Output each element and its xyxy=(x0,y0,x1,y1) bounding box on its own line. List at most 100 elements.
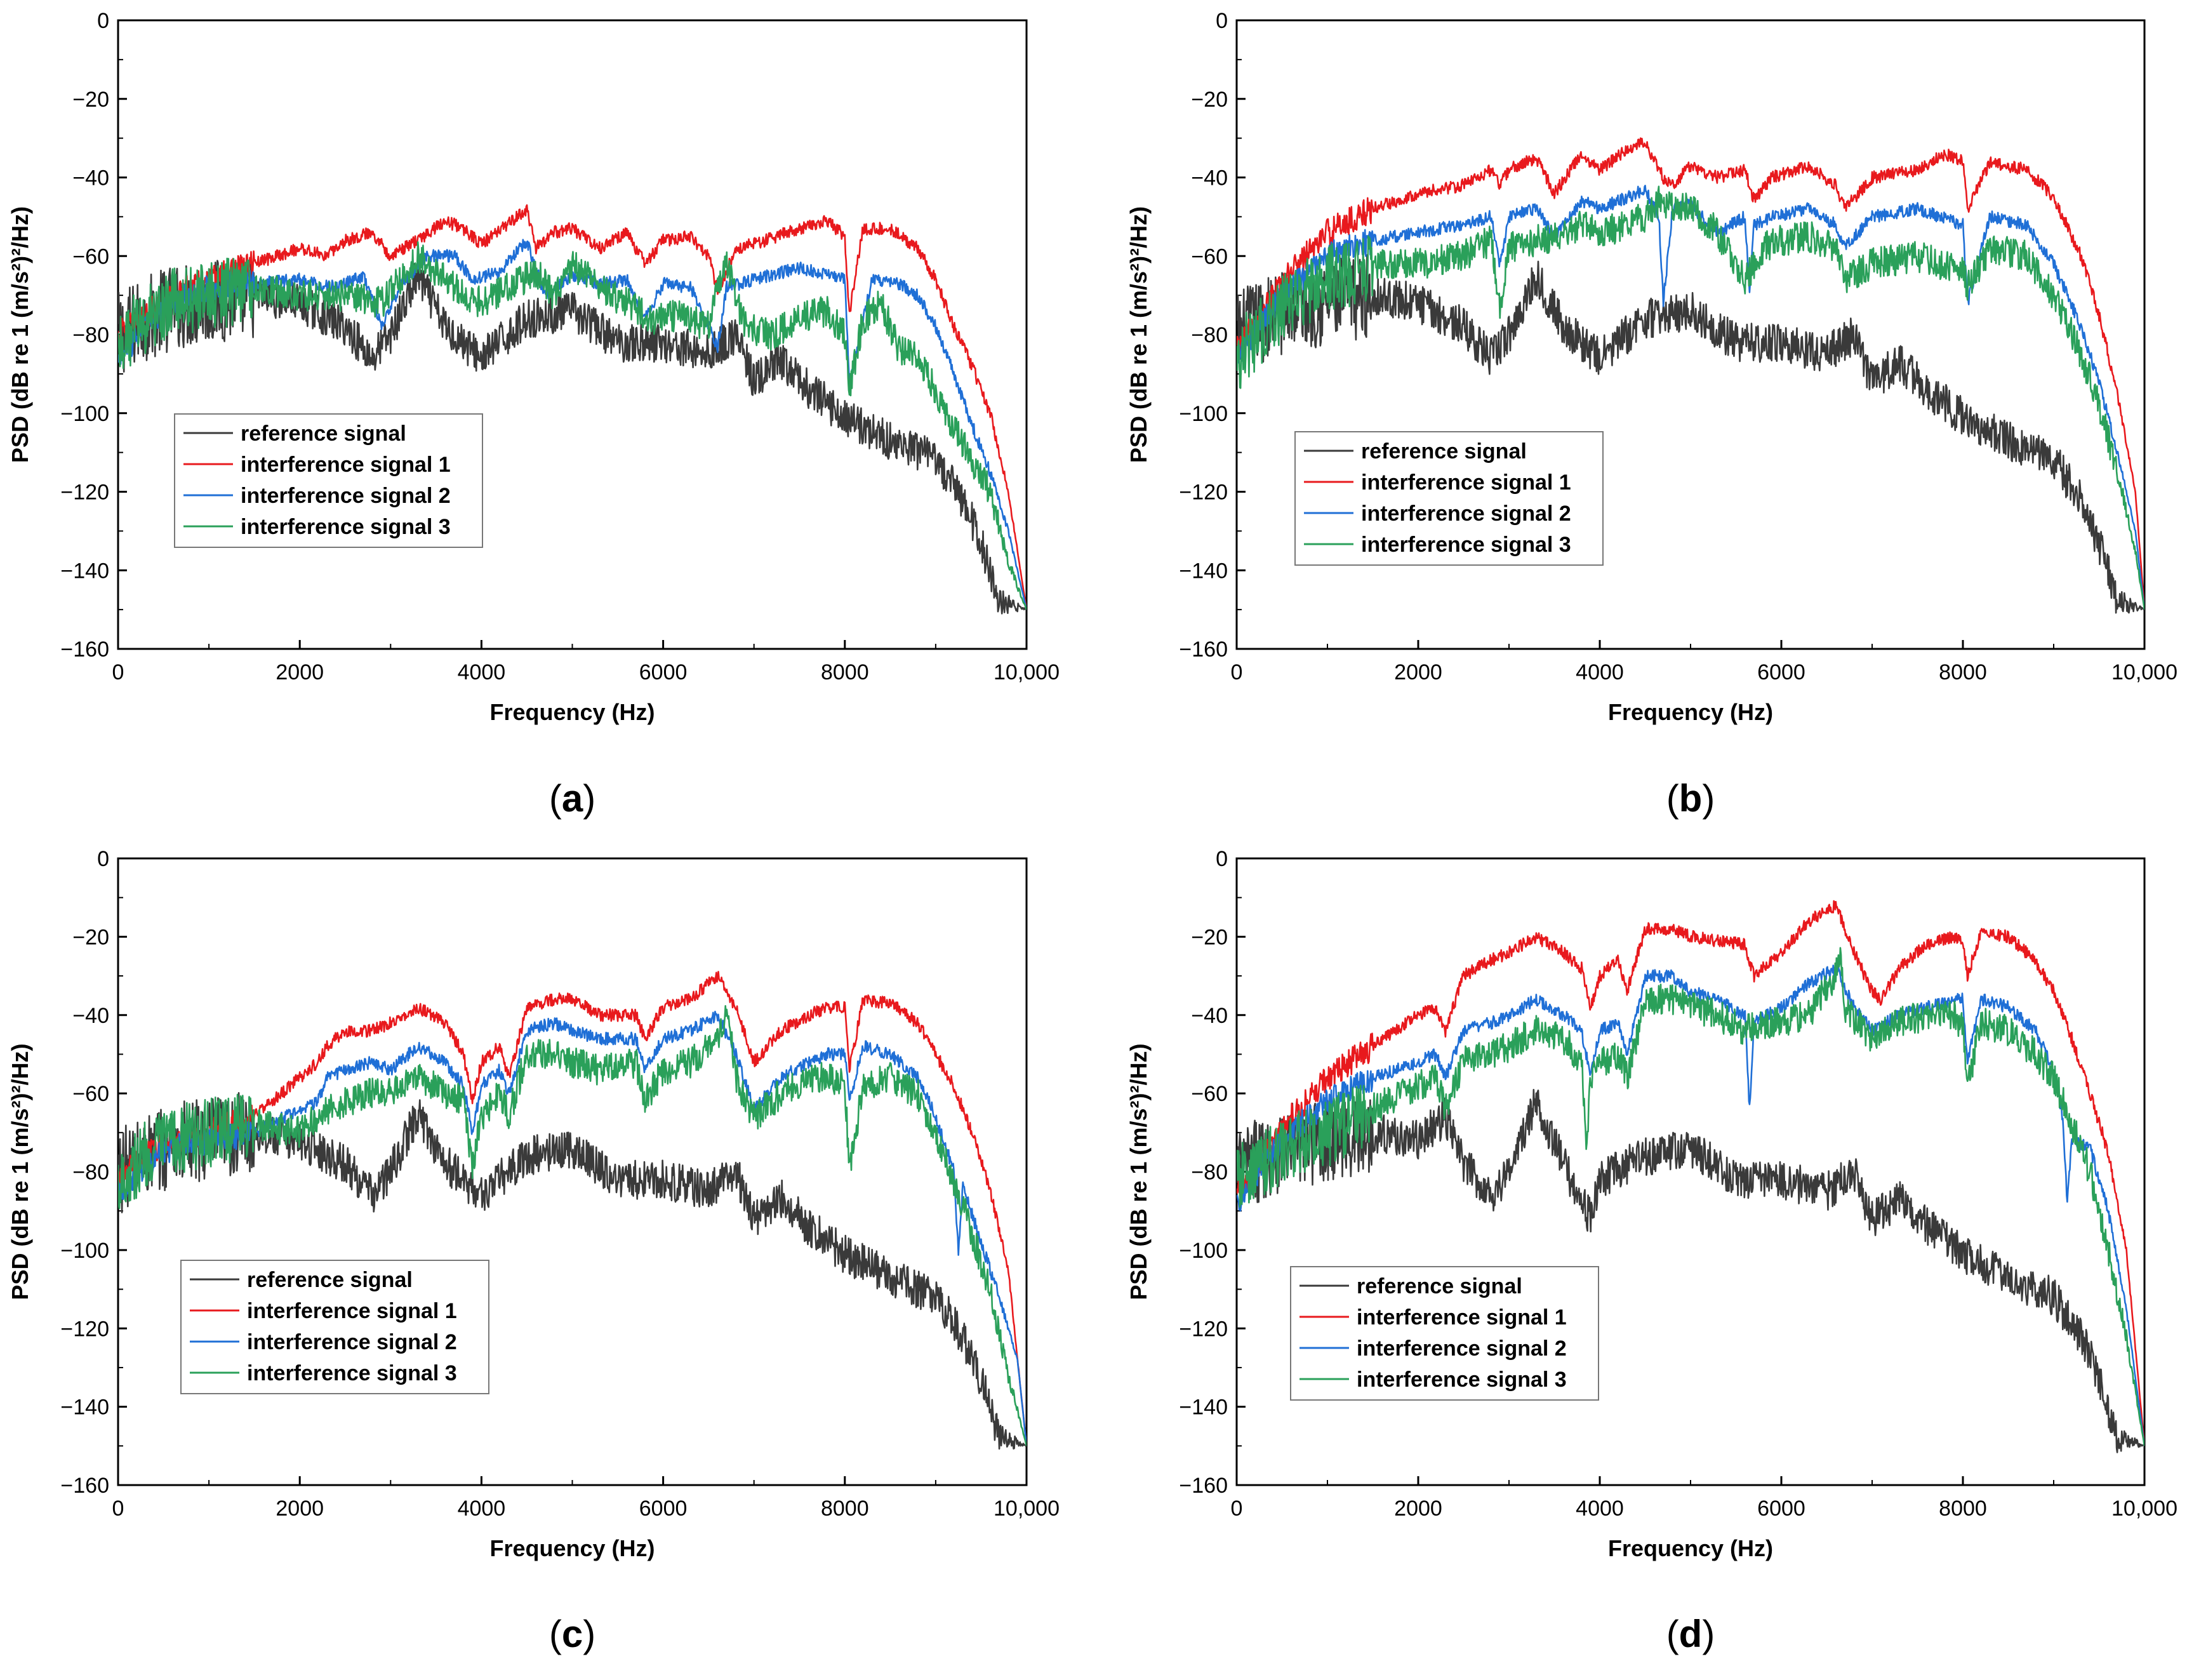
x-tick-label: 2000 xyxy=(1394,1497,1442,1521)
y-tick-label: −60 xyxy=(72,1082,109,1106)
x-tick-label: 8000 xyxy=(1939,1497,1987,1521)
y-tick-label: −160 xyxy=(60,637,109,662)
y-tick-label: −20 xyxy=(1191,88,1228,112)
y-tick-label: −40 xyxy=(1191,1004,1228,1028)
y-tick-label: −140 xyxy=(60,559,109,583)
x-axis-title: Frequency (Hz) xyxy=(489,1535,655,1561)
x-tick-label: 6000 xyxy=(639,1497,688,1521)
y-tick-label: −100 xyxy=(60,402,109,426)
y-tick-label: 0 xyxy=(1216,847,1228,871)
x-tick-label: 2000 xyxy=(1394,660,1442,684)
caption-open: ( xyxy=(1666,777,1679,820)
legend-label: reference signal xyxy=(247,1268,413,1292)
y-tick-label: −140 xyxy=(1179,1396,1228,1420)
x-tick-label: 10,000 xyxy=(994,1497,1060,1521)
y-tick-label: −80 xyxy=(1191,323,1228,347)
y-axis-title: PSD (dB re 1 (m/s²)²/Hz) xyxy=(7,1043,33,1300)
x-axis-title: Frequency (Hz) xyxy=(489,699,655,725)
series-line-interference-signal-1 xyxy=(1237,137,2144,610)
caption-open: ( xyxy=(1666,1613,1679,1655)
series-line-interference-signal-1 xyxy=(1237,900,2144,1446)
x-tick-label: 10,000 xyxy=(994,660,1060,684)
y-tick-label: 0 xyxy=(97,9,109,33)
legend-label: interference signal 2 xyxy=(241,484,451,508)
caption-close: ) xyxy=(583,777,595,820)
y-tick-label: −60 xyxy=(72,244,109,269)
y-tick-label: −120 xyxy=(1179,481,1228,505)
x-tick-label: 8000 xyxy=(821,660,869,684)
x-tick-label: 2000 xyxy=(276,660,324,684)
plot-frame xyxy=(117,19,1028,650)
caption-close: ) xyxy=(583,1613,595,1655)
series-line-interference-signal-3 xyxy=(1237,947,2144,1446)
legend-label: interference signal 3 xyxy=(247,1361,457,1385)
series-line-interference-signal-1 xyxy=(118,204,1027,610)
x-tick-label: 2000 xyxy=(276,1497,324,1521)
legend: reference signal interference signal 1 int… xyxy=(180,1260,489,1394)
y-tick-label: −120 xyxy=(60,1317,109,1341)
legend-label: reference signal xyxy=(1361,439,1527,463)
panel-caption: (a) xyxy=(549,777,595,820)
y-tick-label: −160 xyxy=(60,1474,109,1498)
y-axis-title: PSD (dB re 1 (m/s²)²/Hz) xyxy=(1126,1043,1152,1300)
series-line-interference-signal-1 xyxy=(118,971,1027,1446)
y-tick-label: −80 xyxy=(1191,1161,1228,1185)
caption-close: ) xyxy=(1702,777,1715,820)
legend-label: interference signal 3 xyxy=(1357,1368,1567,1392)
y-tick-label: −20 xyxy=(72,925,109,949)
legend-label: reference signal xyxy=(1357,1274,1522,1298)
legend-label: interference signal 1 xyxy=(1361,470,1571,495)
x-tick-label: 4000 xyxy=(458,1497,506,1521)
legend-label: interference signal 1 xyxy=(247,1299,457,1323)
caption-letter: b xyxy=(1679,777,1703,820)
y-tick-label: −20 xyxy=(72,88,109,112)
y-tick-label: −160 xyxy=(1179,1474,1228,1498)
legend-label: interference signal 3 xyxy=(1361,533,1571,557)
chart-panel-a: 0 2000 4000 6000 8000 10,000 0 −20 −40 −60 −80 −100… xyxy=(7,9,1060,820)
x-tick-label: 6000 xyxy=(1757,1497,1805,1521)
y-axis-title: PSD (dB re 1 (m/s²)²/Hz) xyxy=(7,206,33,463)
legend-label: interference signal 3 xyxy=(241,515,451,539)
y-tick-label: −100 xyxy=(1179,402,1228,426)
legend-label: interference signal 1 xyxy=(241,453,451,477)
legend: reference signal interference signal 1 int… xyxy=(1290,1266,1599,1401)
x-tick-label: 0 xyxy=(1231,1497,1243,1521)
chart-panel-d: 0 2000 4000 6000 8000 10,000 0 −20 −40 −60 −80 −100… xyxy=(1126,847,2177,1655)
legend: reference signal interference signal 1 int… xyxy=(1294,431,1604,566)
y-tick-label: −60 xyxy=(1191,1082,1228,1106)
y-tick-label: 0 xyxy=(97,847,109,871)
series-line-interference-signal-3 xyxy=(1237,185,2144,610)
x-tick-label: 4000 xyxy=(458,660,506,684)
legend-box xyxy=(1290,1266,1599,1401)
x-tick-label: 6000 xyxy=(1757,660,1805,684)
y-tick-label: −80 xyxy=(72,1161,109,1185)
x-axis-title: Frequency (Hz) xyxy=(1608,1535,1773,1561)
y-tick-label: −160 xyxy=(1179,637,1228,662)
caption-close: ) xyxy=(1702,1613,1715,1655)
legend: reference signal interference signal 1 int… xyxy=(174,413,483,548)
legend-label: interference signal 2 xyxy=(1361,502,1571,526)
x-tick-label: 4000 xyxy=(1576,1497,1624,1521)
legend-label: interference signal 2 xyxy=(1357,1337,1567,1361)
y-tick-label: −140 xyxy=(1179,559,1228,583)
legend-box xyxy=(1294,431,1604,566)
x-tick-label: 10,000 xyxy=(2111,660,2177,684)
y-tick-label: −140 xyxy=(60,1396,109,1420)
x-tick-label: 6000 xyxy=(639,660,688,684)
legend-box xyxy=(174,413,483,548)
chart-panel-c: 0 2000 4000 6000 8000 10,000 0 −20 −40 −60 −80 −100… xyxy=(7,847,1060,1655)
caption-letter: d xyxy=(1679,1613,1703,1655)
y-tick-label: −100 xyxy=(60,1239,109,1263)
x-tick-label: 8000 xyxy=(821,1497,869,1521)
caption-open: ( xyxy=(549,1613,562,1655)
x-axis-title: Frequency (Hz) xyxy=(1608,699,1773,725)
panel-caption: (c) xyxy=(549,1613,595,1655)
series-line-interference-signal-2 xyxy=(1237,964,2144,1446)
x-tick-label: 4000 xyxy=(1576,660,1624,684)
x-tick-label: 0 xyxy=(112,1497,124,1521)
legend-label: interference signal 2 xyxy=(247,1330,457,1354)
legend-label: interference signal 1 xyxy=(1357,1305,1567,1330)
x-tick-label: 8000 xyxy=(1939,660,1987,684)
series-line-interference-signal-3 xyxy=(118,1005,1027,1446)
